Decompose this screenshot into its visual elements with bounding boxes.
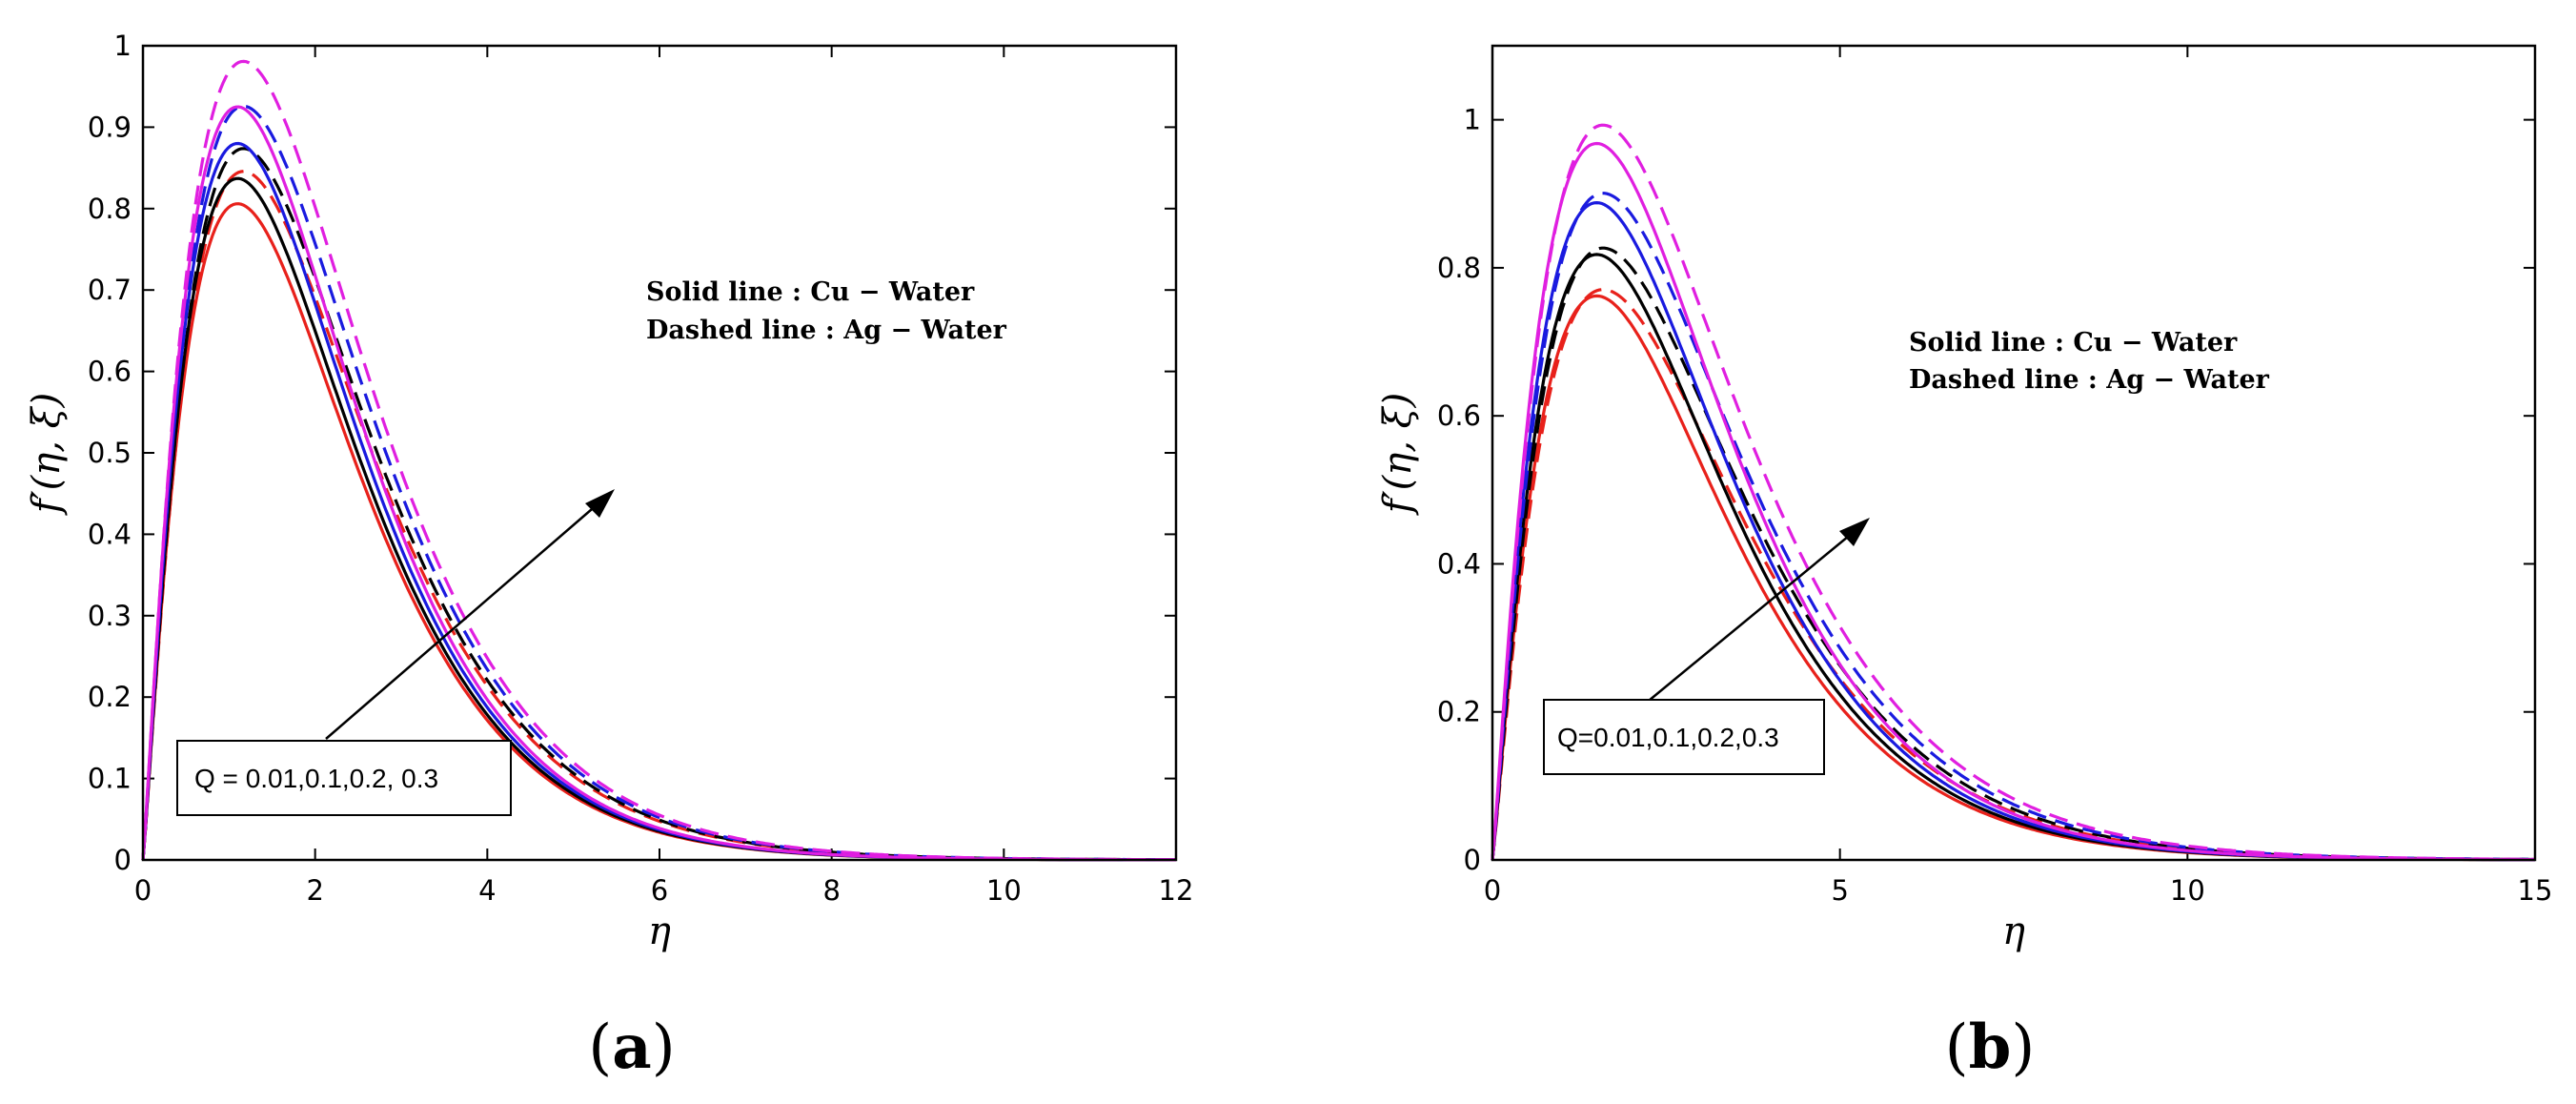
panel-b-annotation: Q=0.01,0.1,0.2,0.3 [1557, 723, 1779, 752]
panel-a-x-tick-label: 0 [134, 874, 152, 907]
panel-a-x-tick-label: 8 [822, 874, 840, 907]
panel-b-x-tick-label: 0 [1484, 874, 1501, 907]
panel-a-y-tick-label: 0.7 [88, 274, 132, 306]
panel-a-annotation-box [176, 740, 512, 816]
panel-a: 0 2 4 6 8 10 12 0 0.1 0.2 0.3 0.4 0.5 0.6 0.7 0.8 0.9 1 f… [25, 30, 1193, 1083]
panel-a-y-tick-label: 1 [114, 30, 132, 62]
panel-b-x-tick-label: 15 [2518, 874, 2553, 907]
panel-a-legend-solid: Solid line : Cu − Water [646, 277, 975, 307]
panel-b-y-tick-label: 0.6 [1437, 399, 1481, 432]
panel-a-y-tick-label: 0.2 [88, 681, 132, 713]
panel-b-y-tick-label: 1 [1464, 104, 1481, 136]
panel-b-series-line [1491, 192, 2535, 862]
panel-a-x-tick-label: 12 [1159, 874, 1194, 907]
panel-b-y-tick-label: 0.8 [1437, 252, 1481, 284]
panel-a-ticks: 0 2 4 6 8 10 12 0 0.1 0.2 0.3 0.4 0.5 0.6 0.7 0.8 0.9 1 [88, 30, 1194, 907]
panel-a-x-tick-label: 6 [651, 874, 668, 907]
panel-b-series-line [1491, 123, 2535, 862]
panel-a-x-tick-label: 2 [306, 874, 323, 907]
panel-a-y-tick-label: 0.9 [88, 111, 132, 143]
panel-a-y-tick-label: 0.1 [88, 763, 132, 795]
panel-a-series-line [141, 59, 1176, 862]
panel-a-y-tick-label: 0 [114, 844, 132, 876]
panel-b-y-tick-label: 0.4 [1437, 547, 1481, 580]
panel-b: 0 5 10 15 0 0.2 0.4 0.6 0.8 1 f′(η, ξ) η Solid li… [1376, 44, 2553, 1083]
panel-b-y-axis-label: f′(η, ξ) [1376, 393, 1420, 517]
panel-a-x-tick-label: 4 [478, 874, 496, 907]
panel-a-label: (a) [588, 1012, 675, 1083]
panel-b-x-tick-label: 10 [2170, 874, 2205, 907]
panel-a-y-axis-label: f′(η, ξ) [25, 393, 69, 517]
panel-b-ticks: 0 5 10 15 0 0.2 0.4 0.6 0.8 1 [1437, 46, 2553, 907]
panel-b-annotation-box [1543, 699, 1825, 775]
panel-a-y-tick-label: 0.3 [88, 600, 132, 632]
panel-a-legend-dashed: Dashed line : Ag − Water [646, 316, 1007, 345]
panel-b-y-tick-label: 0 [1464, 844, 1481, 876]
panel-b-x-axis-label: η [2002, 910, 2025, 953]
panel-b-series [1491, 123, 2535, 862]
panel-a-x-tick-label: 10 [986, 874, 1022, 907]
panel-b-y-tick-label: 0.2 [1437, 696, 1481, 728]
panel-a-label-letter: a [612, 1012, 651, 1083]
panel-b-label: (b) [1945, 1012, 2036, 1083]
panel-b-label-letter: b [1969, 1012, 2012, 1083]
panel-b-arrow-line [1648, 531, 1855, 702]
panel-a-frame [141, 44, 1178, 862]
panel-b-legend-dashed: Dashed line : Ag − Water [1909, 365, 2270, 395]
panel-a-y-tick-label: 0.6 [88, 356, 132, 388]
panel-b-legend-solid: Solid line : Cu − Water [1909, 328, 2238, 358]
panel-a-annotation: Q = 0.01,0.1,0.2, 0.3 [194, 764, 438, 793]
panel-b-frame [1491, 44, 2537, 862]
panel-a-y-tick-label: 0.5 [88, 437, 132, 469]
panel-b-arrow-head [1839, 518, 1870, 546]
panel-a-x-axis-label: η [648, 910, 671, 953]
panel-a-arrow-head [585, 489, 615, 518]
panel-a-y-tick-label: 0.4 [88, 518, 132, 550]
panel-a-series-line [141, 104, 1176, 862]
panel-a-arrow-line [325, 502, 599, 740]
panel-b-x-tick-label: 5 [1831, 874, 1848, 907]
panel-a-y-tick-label: 0.8 [88, 193, 132, 225]
